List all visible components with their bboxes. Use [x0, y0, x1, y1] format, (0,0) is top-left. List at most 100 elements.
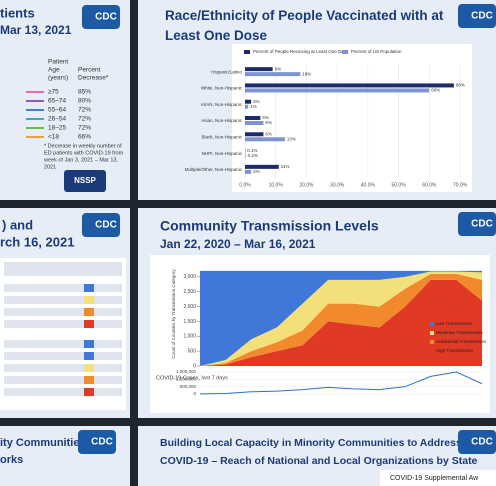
legend-swatch — [430, 322, 434, 326]
x-tick-label: 60.0% — [422, 182, 437, 188]
percent-label: 85% — [78, 89, 91, 96]
percent-label: 66% — [78, 134, 91, 141]
table-header: Decrease* — [78, 75, 109, 82]
table-header: Patient — [48, 59, 68, 66]
legend-label: Moderate Transmission — [436, 330, 483, 335]
legend-swatch — [430, 331, 434, 335]
cdc-logo-text: CDC — [471, 219, 493, 230]
bar — [245, 121, 264, 125]
nssp-text: NSSP — [74, 176, 96, 185]
cases-line — [199, 371, 483, 395]
y-tick-label: 500,000 — [180, 384, 197, 389]
age-label: 26–54 — [48, 116, 66, 123]
bar — [245, 169, 252, 174]
cdc-logo-text: CDC — [95, 12, 117, 23]
y-tick-label: 1,000,000 — [176, 377, 197, 382]
percent-label: 80% — [78, 98, 91, 105]
note: 2021 — [44, 164, 56, 170]
value-label: 6% — [265, 120, 272, 125]
legend-swatch — [430, 340, 434, 344]
panel-title: Building Local Capacity in Minority Comm… — [160, 437, 462, 449]
panel-subtitle: COVID-19 – Reach of National and Local O… — [160, 455, 478, 467]
panel-title: tients — [0, 5, 35, 20]
y-tick-label: 1,500 — [183, 319, 196, 325]
cdc-logo — [82, 213, 120, 237]
y-tick-label: 0 — [193, 391, 196, 396]
bar — [245, 67, 273, 72]
bar — [245, 164, 279, 169]
chart-title: Race/Ethnicity of People Vaccinated with… — [165, 8, 444, 43]
x-tick-label: 50.0% — [391, 182, 406, 188]
value-label: 18% — [302, 71, 311, 76]
cdc-logo — [78, 430, 116, 454]
area — [200, 273, 482, 366]
note: ED patients with COVID-19 from — [44, 150, 124, 156]
cases-label: COVID-19 Cases, last 7 days — [156, 375, 228, 381]
value-label: 68% — [456, 83, 465, 88]
value-label: 6% — [265, 131, 272, 136]
nssp-badge — [64, 170, 106, 192]
age-label: <18 — [48, 134, 59, 141]
value-label: 1% — [250, 104, 257, 109]
y-tick-label: Hispanic/Latino — [211, 69, 242, 74]
y-tick-label: White, Non-Hispanic — [201, 86, 243, 91]
legend-swatch — [342, 50, 348, 54]
y-tick-label: Asian, Non-Hispanic — [201, 118, 243, 123]
bar — [245, 72, 301, 77]
cdc-logo-text: CDC — [471, 437, 493, 448]
chart-title-line: Least One Dose — [165, 28, 268, 43]
value-label: 5% — [262, 115, 269, 120]
x-tick-label: 70.0% — [453, 182, 468, 188]
value-label: 0.2% — [248, 153, 258, 158]
area — [200, 271, 482, 366]
bar — [245, 153, 246, 158]
panel-subtitle: rch 16, 2021 — [0, 234, 74, 249]
table-color-cells — [84, 284, 94, 396]
age-label: ≥75 — [48, 89, 59, 96]
x-tick-label: 20.0% — [299, 182, 314, 188]
value-label: 11% — [281, 164, 290, 169]
age-label: 18–25 — [48, 125, 66, 132]
panel-subtitle: orks — [0, 454, 23, 466]
legend-label: Low Transmission — [436, 321, 473, 326]
screen — [0, 0, 130, 200]
y-tick-label: 1,500,000 — [176, 369, 197, 374]
chart-title: Community Transmission Levels — [160, 218, 379, 234]
table-panel — [0, 258, 126, 410]
cdc-logo-text: CDC — [95, 220, 117, 231]
bar — [245, 132, 264, 137]
y-tick-label: 3,000 — [183, 274, 196, 280]
cdc-logo-text: CDC — [471, 11, 493, 22]
bar — [245, 104, 249, 109]
y-tick-label: 500 — [188, 348, 197, 354]
legend-label: High Transmission — [436, 348, 474, 353]
panel-title: ity Communities — [0, 437, 86, 449]
note: * Decrease in weekly number of — [44, 143, 122, 149]
table-header: Age — [48, 67, 60, 74]
y-tick-label: AI/AN, Non-Hispanic — [201, 102, 243, 107]
legend-label: Substantial Transmission — [436, 339, 487, 344]
legend-swatch — [244, 50, 250, 54]
legend-label: Percent of US Population — [351, 49, 402, 54]
panel-title: ) and — [2, 217, 33, 232]
value-label: 2% — [253, 169, 260, 174]
age-label: 65–74 — [48, 98, 66, 105]
chart-subtitle: Jan 22, 2020 – Mar 16, 2021 — [160, 237, 316, 251]
note: week of Jan 3, 2021 – Mar 13, — [43, 157, 118, 163]
legend-label: Percent of People Receiving at Least One… — [253, 49, 349, 54]
x-tick-label: 30.0% — [330, 182, 345, 188]
cdc-logo — [458, 212, 496, 236]
x-tick-label: 10.0% — [269, 182, 284, 188]
y-tick-label: 0 — [193, 363, 196, 369]
y-axis-label: Count of Counties by Transmission Catego… — [171, 269, 176, 359]
cdc-logo-text: CDC — [91, 437, 113, 448]
value-label: 2% — [253, 99, 260, 104]
cdc-logo — [458, 4, 496, 28]
bar — [245, 99, 252, 104]
table-header: (years) — [48, 75, 68, 82]
y-tick-label: Black, Non-Hispanic — [201, 134, 242, 139]
y-tick-label: NHPI, Non-Hispanic — [202, 151, 243, 156]
cdc-logo — [82, 5, 120, 29]
